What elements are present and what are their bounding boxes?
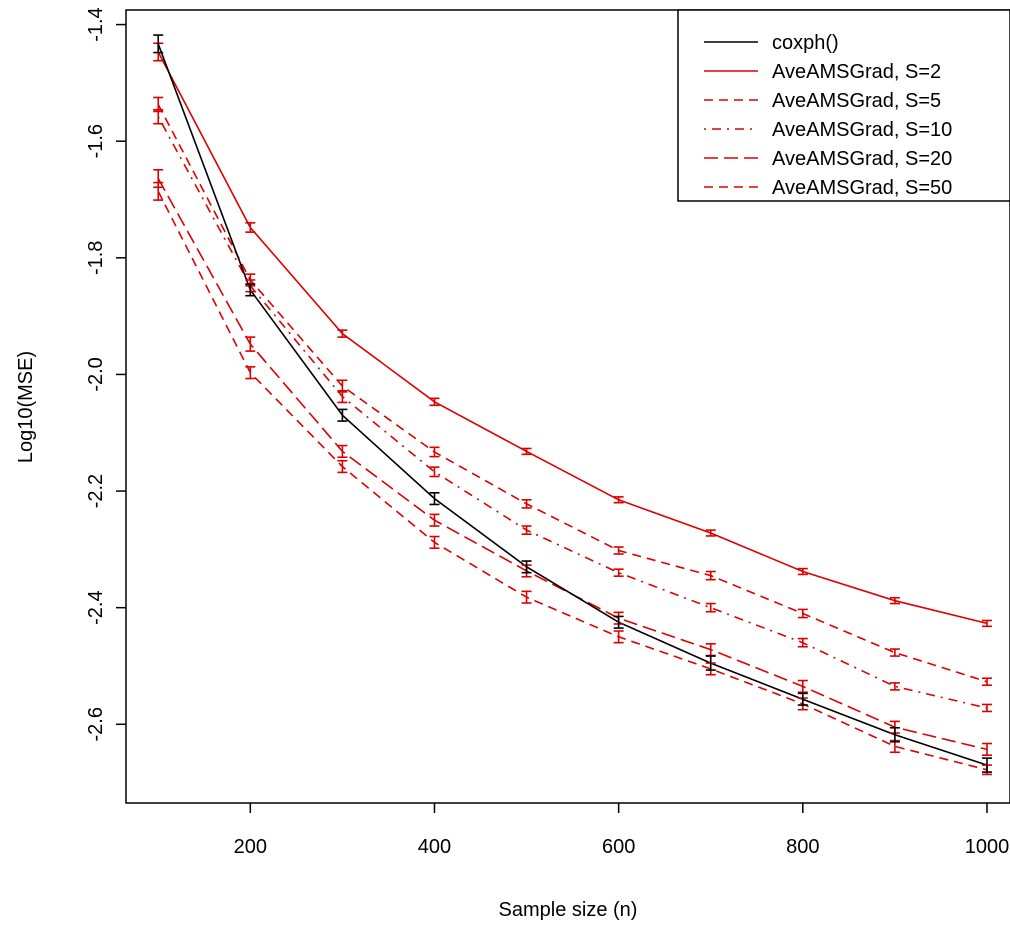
error-bar [429, 535, 440, 549]
series-line-2 [157, 104, 988, 683]
error-bar [337, 459, 348, 474]
x-tick-label: 200 [234, 836, 267, 858]
series-lines [157, 43, 988, 771]
axes: 200 400 600 800 1000 -1.4 -1.6 -1.8 -2.0 -2.2 -2.4… [85, 7, 1009, 858]
error-bar [613, 568, 624, 577]
y-axis-label: Log10(MSE) [15, 351, 37, 463]
error-bar [981, 757, 992, 773]
error-bar [337, 408, 348, 422]
error-bar [245, 283, 256, 297]
error-bar [245, 222, 256, 233]
y-tick-label: -1.6 [85, 124, 107, 158]
error-bar [797, 679, 808, 694]
error-bar [153, 181, 164, 201]
error-bar [797, 567, 808, 576]
error-bar [521, 525, 532, 535]
y-tick-label: -2.6 [85, 707, 107, 741]
error-bar [797, 608, 808, 619]
y-tick-label: -2.0 [85, 357, 107, 391]
error-bar [337, 389, 348, 404]
error-bar [613, 496, 624, 504]
error-bar [153, 34, 164, 54]
error-bar [981, 703, 992, 713]
legend: coxph() AveAMSGrad, S=2 AveAMSGrad, S=5 Ave… [677, 9, 1010, 202]
error-bar [797, 637, 808, 648]
error-bar [613, 630, 624, 644]
error-bar [981, 677, 992, 687]
y-tick-label: -2.2 [85, 474, 107, 508]
legend-entry: AveAMSGrad, S=20 [772, 148, 952, 170]
x-tick-label: 1000 [965, 836, 1010, 858]
error-bar [889, 682, 900, 691]
error-bar [521, 447, 532, 456]
error-bars [153, 34, 992, 776]
plot-frame [125, 9, 1010, 804]
x-tick-label: 800 [786, 836, 819, 858]
error-bar [337, 444, 348, 459]
error-bar [981, 619, 992, 628]
x-tick-label: 400 [418, 836, 451, 858]
error-bar [889, 648, 900, 657]
error-bar [889, 596, 900, 605]
series-line-3 [157, 116, 988, 709]
error-bar [797, 692, 808, 706]
error-bar [521, 590, 532, 604]
x-axis-label: Sample size (n) [499, 899, 638, 921]
error-bar [705, 655, 716, 671]
error-bar [245, 366, 256, 380]
error-bar [705, 602, 716, 613]
error-bar [613, 546, 624, 555]
error-bar [981, 742, 992, 756]
error-bar [705, 529, 716, 537]
error-bar [705, 570, 716, 581]
error-bar [521, 560, 532, 574]
y-tick-label: -1.8 [85, 241, 107, 275]
x-tick-label: 600 [602, 836, 635, 858]
y-tick-label: -2.4 [85, 590, 107, 624]
legend-entry: AveAMSGrad, S=50 [772, 177, 952, 199]
error-bar [429, 466, 440, 478]
error-bar [613, 615, 624, 629]
error-bar [429, 397, 440, 407]
error-bar [245, 336, 256, 352]
series-line-1 [157, 51, 988, 625]
error-bar [337, 329, 348, 338]
legend-entry: AveAMSGrad, S=5 [772, 90, 941, 112]
error-bar [521, 498, 532, 509]
error-bar [429, 491, 440, 506]
error-bar [429, 513, 440, 527]
series-line-0 [157, 43, 988, 766]
legend-entry: AveAMSGrad, S=2 [772, 61, 941, 83]
error-bar [889, 726, 900, 743]
series-line-5 [157, 190, 988, 771]
legend-entry: coxph() [772, 32, 839, 54]
legend-entry: AveAMSGrad, S=10 [772, 119, 952, 141]
y-tick-label: -1.4 [85, 7, 107, 41]
error-bar [153, 108, 164, 125]
error-bar [429, 446, 440, 458]
